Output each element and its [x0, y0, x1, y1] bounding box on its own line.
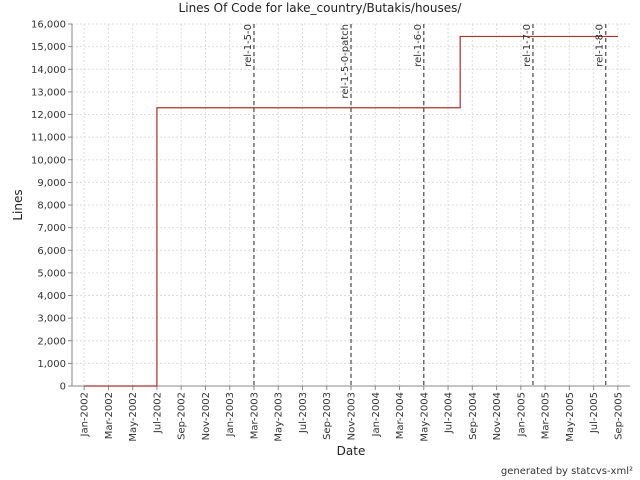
x-tick-label: Mar-2005 [541, 392, 552, 439]
y-tick-label: 4,000 [37, 291, 66, 302]
y-tick-label: 7,000 [37, 223, 66, 234]
chart-title: Lines Of Code for lake_country/Butakis/h… [179, 1, 463, 15]
x-tick-label: Sep-2005 [613, 392, 624, 440]
y-tick-label: 6,000 [37, 246, 66, 257]
x-tick-label: Jan-2004 [371, 392, 382, 437]
x-tick-label: Jul-2002 [152, 392, 163, 434]
x-tick-label: Sep-2004 [468, 392, 479, 440]
y-tick-label: 3,000 [37, 314, 66, 325]
x-tick-label: Mar-2004 [395, 392, 406, 439]
y-tick-label: 8,000 [37, 201, 66, 212]
x-tick-label: Jul-2004 [444, 392, 455, 434]
x-tick-label: May-2002 [128, 392, 139, 442]
annotation-label: rel-1-8-0 [595, 24, 606, 67]
y-tick-label: 13,000 [31, 87, 66, 98]
y-tick-label: 0 [60, 382, 66, 393]
x-tick-label: Mar-2003 [249, 392, 260, 439]
x-tick-label: Jan-2002 [80, 392, 91, 437]
y-tick-label: 2,000 [37, 336, 66, 347]
x-tick-label: Sep-2003 [322, 392, 333, 440]
y-tick-label: 9,000 [37, 178, 66, 189]
x-axis-title: Date [337, 444, 366, 458]
x-tick-label: May-2003 [274, 392, 285, 442]
y-tick-label: 14,000 [31, 65, 66, 76]
annotation-label: rel-1-7-0 [522, 24, 533, 67]
x-tick-label: Jul-2003 [298, 392, 309, 434]
y-tick-label: 10,000 [31, 155, 66, 166]
x-tick-label: Mar-2002 [104, 392, 115, 439]
line [84, 35, 618, 387]
x-tick-label: Nov-2002 [201, 392, 212, 440]
y-tick-label: 1,000 [37, 359, 66, 370]
y-tick-label: 16,000 [31, 20, 66, 31]
y-tick-label: 12,000 [31, 110, 66, 121]
y-axis-title: Lines [11, 189, 25, 220]
annotation-label: rel-1-5-0-patch [340, 24, 351, 99]
x-tick-label: Nov-2004 [492, 392, 503, 440]
footer: generated by statcvs-xml² [501, 466, 633, 477]
y-tick-label: 11,000 [31, 133, 66, 144]
x-tick-label: May-2004 [419, 392, 430, 442]
x-tick-label: Jan-2005 [516, 392, 527, 437]
annotation-label: rel-1-6-0 [413, 24, 424, 67]
x-tick-label: Jan-2003 [225, 392, 236, 437]
y-tick-label: 15,000 [31, 42, 66, 53]
x-tick-label: Sep-2002 [177, 392, 188, 440]
x-tick-label: Nov-2003 [347, 392, 358, 440]
x-tick-label: May-2005 [565, 392, 576, 442]
x-tick-label: Jul-2005 [589, 392, 600, 434]
y-tick-label: 5,000 [37, 268, 66, 279]
annotation-label: rel-1-5-0 [243, 24, 254, 67]
